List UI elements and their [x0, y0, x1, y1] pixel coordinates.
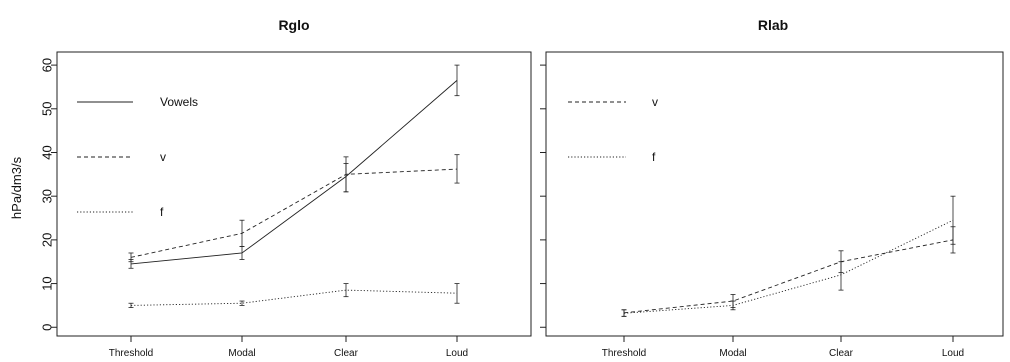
y-tick-label: 40 [40, 145, 55, 159]
plot-frame-rlab [545, 51, 1004, 337]
series-line-f [130, 289, 458, 306]
x-tick-label: Clear [829, 348, 854, 359]
legend-label: v [652, 95, 658, 109]
error-bar [730, 300, 736, 311]
error-bar [128, 302, 134, 309]
error-bar [950, 195, 956, 245]
x-tick-label: Threshold [109, 348, 153, 359]
plot-marks-rglo: 0 10 20 30 40 50 60 Threshold Modal Clear Loud Vowe… [40, 58, 469, 359]
legend-label: f [652, 150, 656, 164]
y-tick-label: 0 [40, 324, 55, 331]
error-bar [128, 252, 134, 263]
y-tick-label: 20 [40, 233, 55, 247]
y-axis-label: hPa/dm3/s [9, 156, 24, 219]
y-tick-label: 50 [40, 102, 55, 116]
error-bar [454, 283, 460, 304]
series-line-v [623, 239, 954, 314]
y-tick-label: 30 [40, 189, 55, 203]
error-bar [343, 156, 349, 193]
panel-rlab: Rlab Threshold Modal Clear Loud v f [540, 17, 1004, 359]
error-bar [838, 261, 844, 291]
plot-frame-rglo [56, 51, 532, 337]
error-bar [239, 219, 245, 247]
legend-label: f [160, 205, 164, 219]
panel-rglo: Rglo 0 10 20 30 40 50 60 Threshold Modal Clear Lou… [40, 17, 532, 359]
x-tick-label: Clear [334, 348, 359, 359]
y-tick-label: 10 [40, 276, 55, 290]
series-line-v [130, 168, 458, 258]
error-bar [239, 300, 245, 306]
error-bar [454, 64, 460, 97]
panel-title-rglo: Rglo [278, 17, 309, 33]
x-tick-label: Loud [942, 348, 964, 359]
legend-label: Vowels [160, 95, 198, 109]
y-tick-label: 60 [40, 58, 55, 72]
x-tick-label: Modal [719, 348, 746, 359]
x-tick-label: Threshold [602, 348, 646, 359]
x-tick-label: Loud [446, 348, 468, 359]
error-bar [454, 154, 460, 184]
plot-marks-rlab: Threshold Modal Clear Loud v f [540, 64, 964, 359]
legend-label: v [160, 150, 166, 164]
error-bar [621, 309, 627, 317]
x-tick-label: Modal [228, 348, 255, 359]
panel-title-rlab: Rlab [758, 17, 788, 33]
error-bar [343, 283, 349, 298]
series-line-f [623, 219, 954, 314]
series-line-vowels [130, 80, 458, 265]
